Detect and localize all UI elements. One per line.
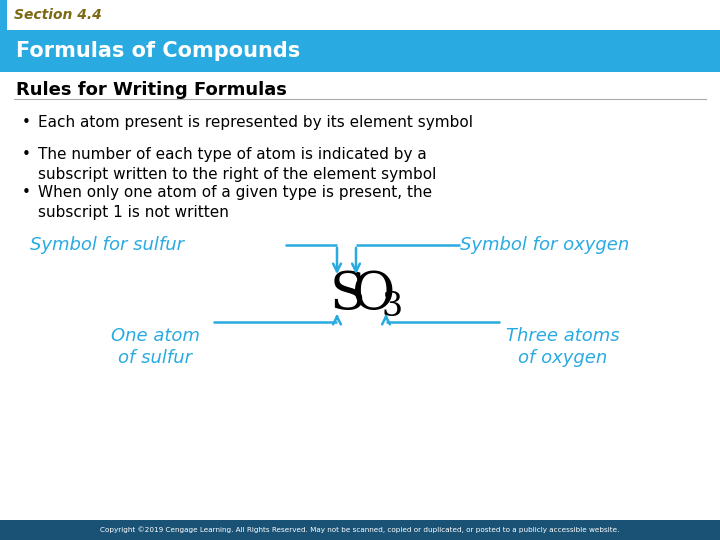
Text: Symbol for sulfur: Symbol for sulfur <box>30 236 184 254</box>
Text: Section 4.4: Section 4.4 <box>14 8 102 22</box>
Bar <box>0 30 720 72</box>
Text: •: • <box>22 147 31 162</box>
Text: O: O <box>352 269 395 321</box>
Bar <box>0 0 7 30</box>
Text: Three atoms
of oxygen: Three atoms of oxygen <box>506 327 620 367</box>
Text: Formulas of Compounds: Formulas of Compounds <box>16 41 300 61</box>
Text: When only one atom of a given type is present, the
subscript 1 is not written: When only one atom of a given type is pr… <box>38 185 432 220</box>
Text: The number of each type of atom is indicated by a
subscript written to the right: The number of each type of atom is indic… <box>38 147 436 182</box>
Text: Copyright ©2019 Cengage Learning. All Rights Reserved. May not be scanned, copie: Copyright ©2019 Cengage Learning. All Ri… <box>100 526 620 534</box>
Text: S: S <box>330 269 366 321</box>
Bar <box>0 520 720 540</box>
Text: Symbol for oxygen: Symbol for oxygen <box>460 236 629 254</box>
Text: 3: 3 <box>381 291 402 323</box>
Text: •: • <box>22 115 31 130</box>
Text: One atom
of sulfur: One atom of sulfur <box>111 327 199 367</box>
Text: Each atom present is represented by its element symbol: Each atom present is represented by its … <box>38 115 473 130</box>
Text: •: • <box>22 185 31 200</box>
Text: Rules for Writing Formulas: Rules for Writing Formulas <box>16 81 287 99</box>
